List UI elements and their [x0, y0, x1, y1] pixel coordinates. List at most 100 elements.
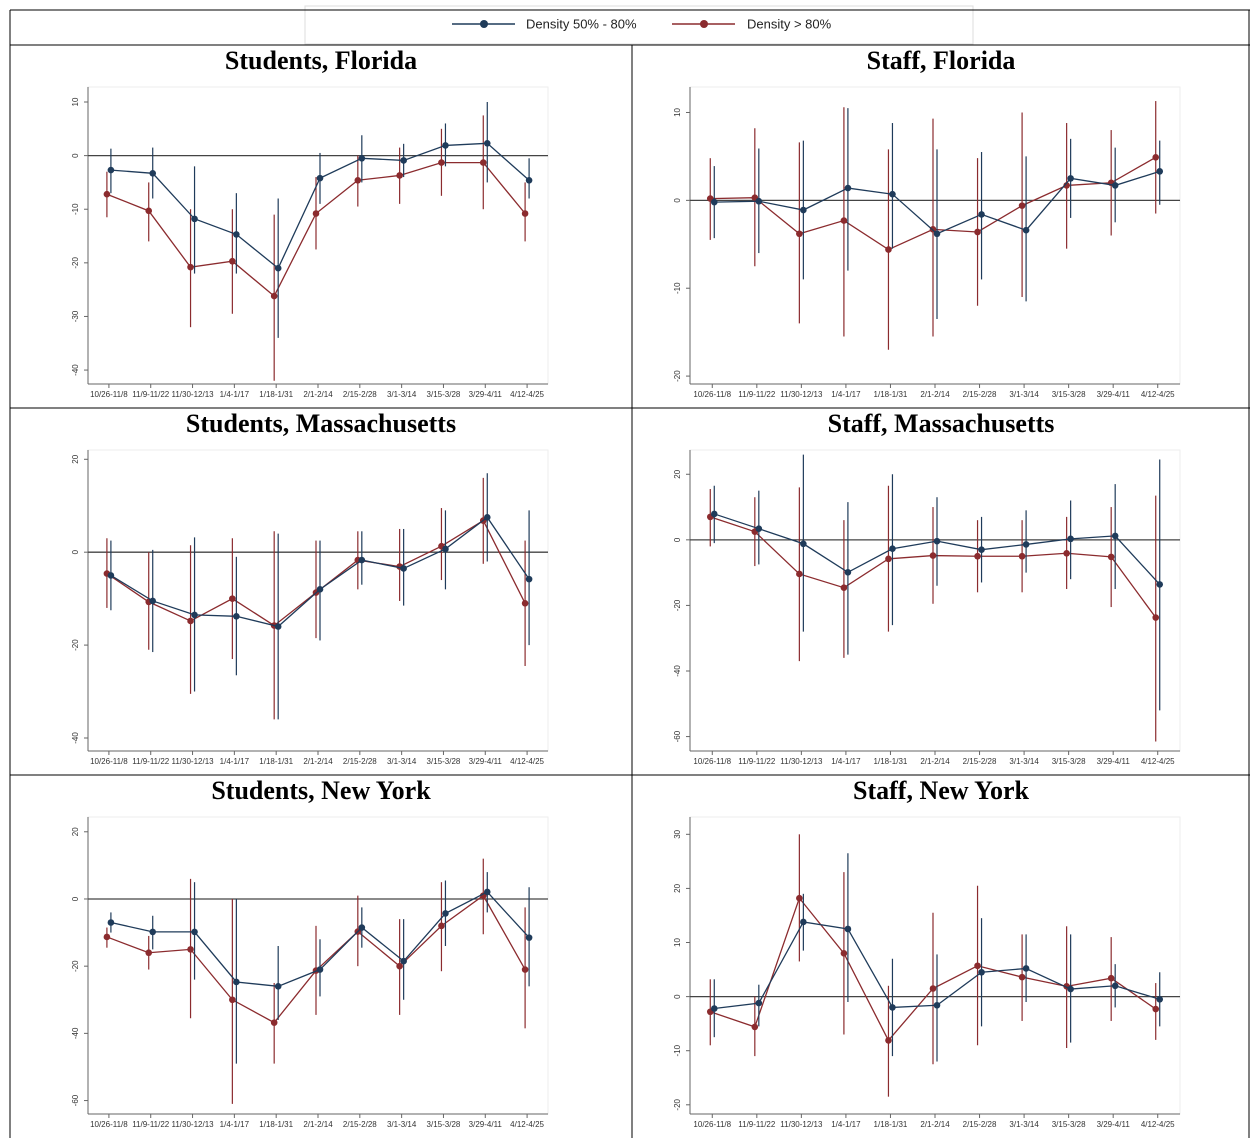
data-point: [889, 545, 896, 552]
data-point: [187, 263, 194, 271]
data-point: [1107, 974, 1115, 982]
data-point: [1022, 541, 1030, 548]
data-point: [187, 946, 194, 953]
chart-title: Students, Florida: [225, 46, 417, 75]
data-point: [1156, 996, 1164, 1003]
y-tick-label: -10: [71, 203, 80, 215]
x-tick-label: 10/26-11/8: [90, 390, 128, 399]
plot-area: [689, 816, 1181, 1115]
x-tick-label: 11/9-11/22: [132, 1120, 170, 1129]
x-tick-label: 3/29-4/11: [469, 390, 503, 399]
data-point: [521, 210, 529, 217]
data-point: [710, 1005, 718, 1012]
data-point: [1107, 553, 1115, 561]
y-tick-label: 0: [673, 994, 682, 999]
data-point: [270, 1019, 278, 1026]
data-point: [929, 552, 937, 559]
data-point: [1111, 182, 1119, 189]
y-tick-label: -40: [71, 1027, 80, 1039]
data-point: [103, 933, 111, 941]
y-tick-label: -30: [71, 310, 80, 322]
x-tick-label: 1/18-1/31: [874, 1120, 908, 1129]
x-tick-label: 2/15-2/28: [343, 1120, 377, 1129]
data-point: [525, 176, 533, 184]
data-point: [840, 217, 848, 224]
x-tick-label: 3/15-3/28: [1052, 1120, 1086, 1129]
y-tick-label: 10: [71, 97, 80, 106]
data-point: [885, 1037, 892, 1044]
x-tick-label: 2/15-2/28: [343, 757, 377, 766]
x-tick-label: 1/18-1/31: [259, 390, 293, 399]
x-tick-label: 4/12-4/25: [510, 390, 544, 399]
x-tick-label: 1/4-1/17: [831, 1120, 861, 1129]
x-tick-label: 3/29-4/11: [469, 1120, 503, 1129]
x-tick-label: 3/29-4/11: [1097, 1120, 1131, 1129]
x-tick-label: 3/1-3/14: [387, 757, 417, 766]
x-tick-label: 2/15-2/28: [343, 390, 377, 399]
data-point: [978, 546, 985, 553]
x-tick-label: 3/15-3/28: [427, 757, 461, 766]
data-point: [796, 230, 803, 238]
x-tick-label: 1/4-1/17: [831, 757, 861, 766]
x-tick-label: 11/9-11/22: [738, 390, 776, 399]
data-point: [191, 215, 198, 223]
y-tick-label: -10: [673, 282, 682, 294]
chart-title: Students, New York: [211, 776, 431, 805]
y-tick-label: 10: [673, 107, 682, 116]
data-point: [525, 575, 533, 583]
x-tick-label: 1/18-1/31: [259, 757, 293, 766]
x-tick-label: 3/1-3/14: [387, 1120, 417, 1129]
x-tick-label: 4/12-4/25: [1141, 1120, 1175, 1129]
data-point: [107, 919, 115, 926]
x-tick-label: 3/15-3/28: [1052, 757, 1086, 766]
data-point: [229, 996, 236, 1004]
data-point: [840, 584, 848, 592]
data-point: [483, 514, 491, 521]
data-point: [889, 190, 896, 198]
data-point: [274, 623, 282, 630]
data-point: [796, 570, 803, 578]
x-tick-label: 11/30-12/13: [780, 390, 823, 399]
x-tick-label: 2/15-2/28: [963, 757, 997, 766]
y-tick-label: -20: [673, 599, 682, 611]
x-tick-label: 1/18-1/31: [874, 390, 908, 399]
data-point: [710, 510, 718, 518]
x-tick-label: 3/29-4/11: [1097, 390, 1131, 399]
chart-title: Staff, New York: [853, 776, 1029, 805]
x-tick-label: 11/9-11/22: [738, 1120, 776, 1129]
x-tick-label: 3/1-3/14: [1009, 757, 1039, 766]
x-tick-label: 1/4-1/17: [831, 390, 861, 399]
data-point: [149, 170, 157, 177]
data-point: [1152, 614, 1160, 621]
data-point: [107, 572, 115, 579]
plot-area: [689, 449, 1181, 752]
data-point: [274, 264, 282, 272]
data-point: [442, 910, 449, 917]
y-tick-label: 20: [673, 469, 682, 478]
data-point: [149, 928, 157, 936]
data-point: [145, 949, 153, 957]
x-tick-label: 4/12-4/25: [1141, 757, 1175, 766]
data-point: [1022, 965, 1030, 972]
x-tick-label: 4/12-4/25: [1141, 390, 1175, 399]
x-tick-label: 11/9-11/22: [738, 757, 776, 766]
x-tick-label: 3/15-3/28: [427, 1120, 461, 1129]
data-point: [354, 176, 362, 184]
data-point: [933, 537, 941, 545]
y-tick-label: 30: [673, 829, 682, 838]
data-point: [521, 966, 529, 973]
data-point: [145, 207, 153, 215]
x-tick-label: 2/15-2/28: [963, 1120, 997, 1129]
data-point: [149, 597, 157, 605]
y-tick-label: 0: [71, 896, 80, 901]
y-tick-label: -20: [71, 257, 80, 269]
x-tick-label: 1/4-1/17: [220, 1120, 250, 1129]
y-tick-label: -40: [71, 364, 80, 376]
x-tick-label: 10/26-11/8: [693, 757, 731, 766]
chart-title: Staff, Massachusetts: [828, 409, 1055, 438]
data-point: [1018, 973, 1026, 981]
data-point: [1067, 985, 1074, 993]
x-tick-label: 10/26-11/8: [693, 390, 731, 399]
x-tick-label: 2/1-2/14: [303, 1120, 333, 1129]
x-tick-label: 2/1-2/14: [920, 757, 950, 766]
